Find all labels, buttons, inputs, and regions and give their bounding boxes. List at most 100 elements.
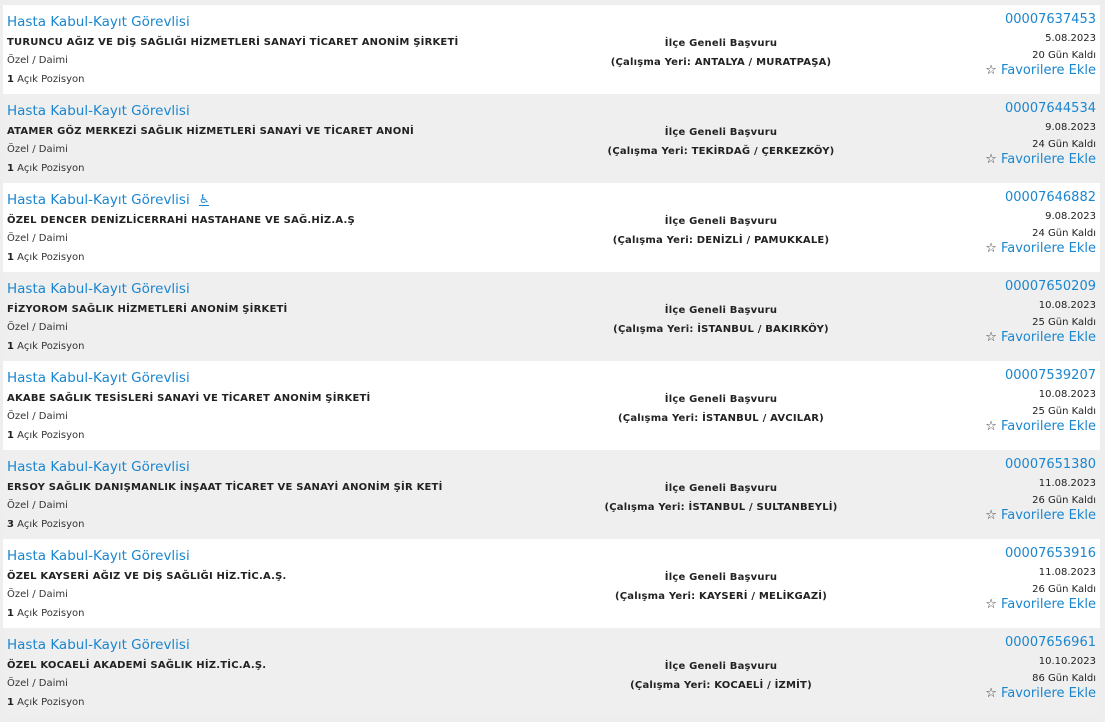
wheelchair-icon: ♿ (198, 192, 210, 206)
listing-id-link[interactable]: 00007646882 (1005, 190, 1096, 205)
add-to-favorites-button[interactable]: ☆ Favorilere Ekle (985, 686, 1096, 701)
add-to-favorites-button[interactable]: ☆ Favorilere Ekle (985, 330, 1096, 345)
favorites-label: Favorilere Ekle (1000, 330, 1096, 345)
work-location: (Çalışma Yeri: ANTALYA / MURATPAŞA) (610, 57, 832, 68)
open-positions: 1 Açık Pozisyon (7, 608, 287, 619)
job-title-link[interactable]: Hasta Kabul-Kayıt Görevlisi (7, 103, 190, 119)
scope-text: İlçe Geneli Başvuru (664, 661, 778, 672)
employment-type: Özel / Daimi (7, 411, 68, 422)
scope-text: İlçe Geneli Başvuru (664, 305, 778, 316)
positions-label: Açık Pozisyon (17, 341, 85, 352)
work-location: (Çalışma Yeri: KAYSERİ / MELİKGAZİ) (614, 591, 827, 602)
listing-meta: 00007644534 9.08.2023 24 Gün Kaldı ☆ Fav… (985, 101, 1096, 167)
scope-text: İlçe Geneli Başvuru (664, 572, 778, 583)
positions-label: Açık Pozisyon (17, 252, 85, 263)
listing-date: 10.08.2023 (1038, 300, 1096, 311)
listing-info: Hasta Kabul-Kayıt Görevlisi ♿ ÖZEL DENCER… (7, 189, 355, 263)
add-to-favorites-button[interactable]: ☆ Favorilere Ekle (985, 508, 1096, 523)
employment-type: Özel / Daimi (7, 55, 68, 66)
job-listing-row: Hasta Kabul-Kayıt Görevlisi TURUNCU AĞIZ… (3, 5, 1100, 94)
listing-date: 9.08.2023 (1045, 122, 1096, 133)
star-outline-icon: ☆ (985, 241, 997, 256)
listing-info: Hasta Kabul-Kayıt Görevlisi AKABE SAĞLIK… (7, 367, 370, 441)
listing-id-link[interactable]: 00007644534 (1005, 101, 1096, 116)
listing-date: 9.08.2023 (1045, 211, 1096, 222)
listing-meta: 00007653916 11.08.2023 26 Gün Kaldı ☆ Fa… (985, 546, 1096, 612)
work-location: (Çalışma Yeri: İSTANBUL / SULTANBEYLİ) (604, 502, 838, 513)
listing-id-link[interactable]: 00007539207 (1005, 368, 1096, 383)
listing-meta: 00007656961 10.10.2023 86 Gün Kaldı ☆ Fa… (985, 635, 1096, 701)
add-to-favorites-button[interactable]: ☆ Favorilere Ekle (985, 63, 1096, 78)
job-listing-row: Hasta Kabul-Kayıt Görevlisi ÖZEL KAYSERİ… (3, 539, 1100, 628)
application-scope: İlçe Geneli Başvuru (Çalışma Yeri: DENİZ… (563, 212, 879, 250)
listing-id-link[interactable]: 00007651380 (1005, 457, 1096, 472)
favorites-label: Favorilere Ekle (1000, 241, 1096, 256)
add-to-favorites-button[interactable]: ☆ Favorilere Ekle (985, 152, 1096, 167)
work-location: (Çalışma Yeri: DENİZLİ / PAMUKKALE) (612, 235, 830, 246)
company-name: ATAMER GÖZ MERKEZİ SAĞLIK HİZMETLERİ SAN… (7, 126, 414, 137)
days-remaining: 24 Gün Kaldı (1032, 228, 1096, 239)
company-name: ÖZEL DENCER DENİZLİCERRAHİ HASTAHANE VE … (7, 215, 355, 226)
scope-text: İlçe Geneli Başvuru (664, 483, 778, 494)
listing-meta: 00007650209 10.08.2023 25 Gün Kaldı ☆ Fa… (985, 279, 1096, 345)
listing-id-link[interactable]: 00007656961 (1005, 635, 1096, 650)
listing-date: 11.08.2023 (1038, 478, 1096, 489)
listing-meta: 00007651380 11.08.2023 26 Gün Kaldı ☆ Fa… (985, 457, 1096, 523)
employment-type: Özel / Daimi (7, 144, 68, 155)
positions-count: 3 (7, 519, 14, 530)
company-name: ÖZEL KOCAELİ AKADEMİ SAĞLIK HİZ.TİC.A.Ş. (7, 660, 267, 671)
positions-count: 1 (7, 252, 14, 263)
work-location: (Çalışma Yeri: İSTANBUL / BAKIRKÖY) (613, 324, 829, 335)
add-to-favorites-button[interactable]: ☆ Favorilere Ekle (985, 419, 1096, 434)
company-name: AKABE SAĞLIK TESİSLERİ SANAYİ VE TİCARET… (7, 393, 371, 404)
listing-date: 5.08.2023 (1045, 33, 1096, 44)
employment-type: Özel / Daimi (7, 233, 68, 244)
favorites-label: Favorilere Ekle (1000, 508, 1096, 523)
job-title-link[interactable]: Hasta Kabul-Kayıt Görevlisi (7, 281, 190, 297)
scope-text: İlçe Geneli Başvuru (664, 394, 778, 405)
listing-id-link[interactable]: 00007650209 (1005, 279, 1096, 294)
days-remaining: 25 Gün Kaldı (1032, 317, 1096, 328)
positions-label: Açık Pozisyon (17, 519, 85, 530)
job-title-link[interactable]: Hasta Kabul-Kayıt Görevlisi (7, 370, 190, 386)
job-listing-row: Hasta Kabul-Kayıt Görevlisi ERSOY SAĞLIK… (3, 450, 1100, 539)
job-title-link[interactable]: Hasta Kabul-Kayıt Görevlisi (7, 548, 190, 564)
add-to-favorites-button[interactable]: ☆ Favorilere Ekle (985, 597, 1096, 612)
job-title-link[interactable]: Hasta Kabul-Kayıt Görevlisi (7, 192, 190, 208)
employment-type: Özel / Daimi (7, 678, 68, 689)
listing-info: Hasta Kabul-Kayıt Görevlisi TURUNCU AĞIZ… (7, 11, 458, 85)
listing-meta: 00007637453 5.08.2023 20 Gün Kaldı ☆ Fav… (985, 12, 1096, 78)
work-location: (Çalışma Yeri: KOCAELİ / İZMİT) (630, 680, 812, 691)
positions-count: 1 (7, 430, 14, 441)
open-positions: 1 Açık Pozisyon (7, 252, 355, 263)
favorites-label: Favorilere Ekle (1000, 597, 1096, 612)
add-to-favorites-button[interactable]: ☆ Favorilere Ekle (985, 241, 1096, 256)
listing-date: 11.08.2023 (1038, 567, 1096, 578)
listing-meta: 00007539207 10.08.2023 25 Gün Kaldı ☆ Fa… (985, 368, 1096, 434)
days-remaining: 20 Gün Kaldı (1032, 50, 1096, 61)
positions-count: 1 (7, 608, 14, 619)
open-positions: 1 Açık Pozisyon (7, 74, 458, 85)
positions-label: Açık Pozisyon (17, 163, 85, 174)
scope-text: İlçe Geneli Başvuru (664, 38, 778, 49)
job-title-link[interactable]: Hasta Kabul-Kayıt Görevlisi (7, 14, 190, 30)
job-title-link[interactable]: Hasta Kabul-Kayıt Görevlisi (7, 459, 190, 475)
positions-count: 1 (7, 74, 14, 85)
open-positions: 1 Açık Pozisyon (7, 430, 370, 441)
job-title-link[interactable]: Hasta Kabul-Kayıt Görevlisi (7, 637, 190, 653)
favorites-label: Favorilere Ekle (1000, 686, 1096, 701)
listing-id-link[interactable]: 00007653916 (1005, 546, 1096, 561)
employment-type: Özel / Daimi (7, 500, 68, 511)
listing-id-link[interactable]: 00007637453 (1005, 12, 1096, 27)
positions-label: Açık Pozisyon (17, 74, 85, 85)
days-remaining: 26 Gün Kaldı (1032, 495, 1096, 506)
listing-info: Hasta Kabul-Kayıt Görevlisi ÖZEL KAYSERİ… (7, 545, 287, 619)
listing-meta: 00007646882 9.08.2023 24 Gün Kaldı ☆ Fav… (985, 190, 1096, 256)
listing-info: Hasta Kabul-Kayıt Görevlisi FİZYOROM SAĞ… (7, 278, 287, 352)
work-location: (Çalışma Yeri: İSTANBUL / AVCILAR) (618, 413, 824, 424)
star-outline-icon: ☆ (985, 597, 997, 612)
positions-count: 1 (7, 163, 14, 174)
open-positions: 1 Açık Pozisyon (7, 341, 287, 352)
positions-label: Açık Pozisyon (17, 430, 85, 441)
days-remaining: 25 Gün Kaldı (1032, 406, 1096, 417)
